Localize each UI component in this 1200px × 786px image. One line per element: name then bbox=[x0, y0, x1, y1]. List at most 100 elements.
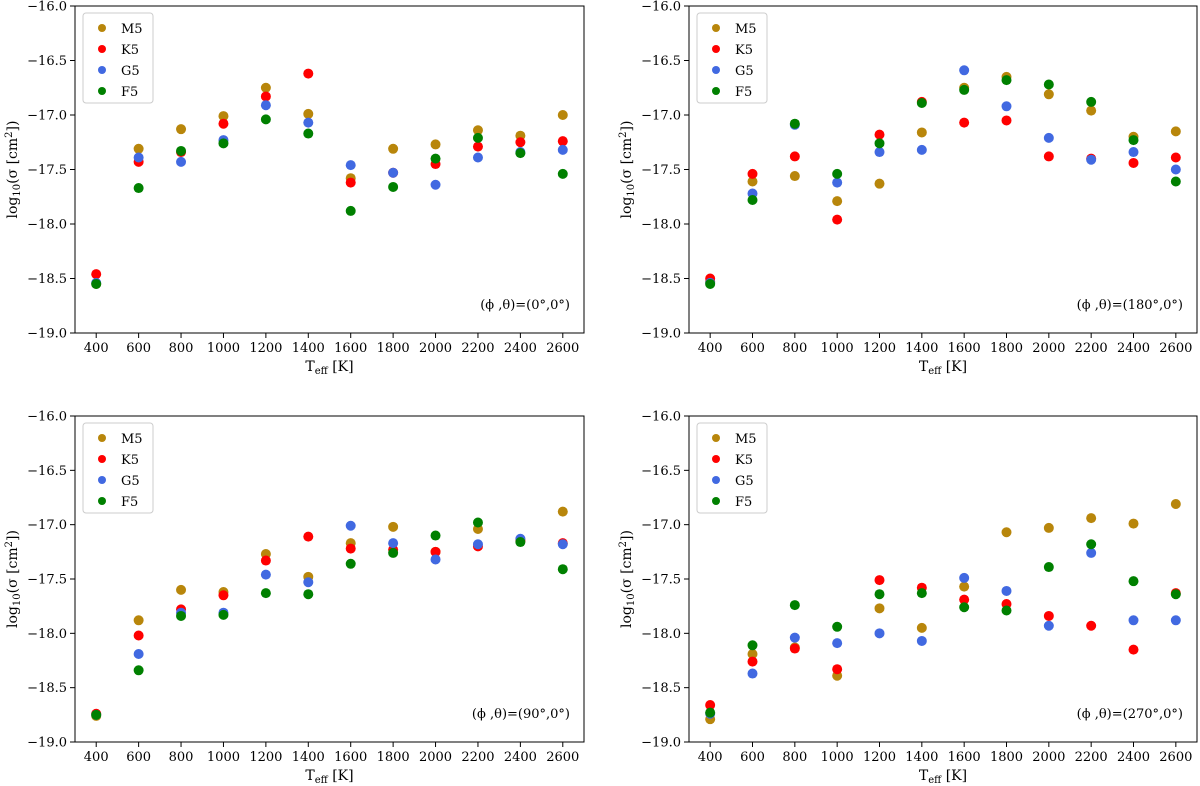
y-axis-label-exp: 2 bbox=[618, 541, 629, 547]
legend-marker-f5 bbox=[712, 497, 720, 505]
point-g5-600 bbox=[133, 152, 144, 163]
y-axis-label-close: ]) bbox=[619, 121, 635, 132]
x-axis-label-sub: eff bbox=[315, 366, 329, 377]
point-k5-2000 bbox=[1043, 610, 1054, 621]
point-m5-2000 bbox=[1043, 89, 1054, 100]
point-m5-2600 bbox=[1170, 126, 1181, 137]
y-axis-label-base: 10 bbox=[626, 184, 637, 197]
x-tick-label: 1000 bbox=[207, 341, 240, 356]
point-m5-1400 bbox=[303, 108, 314, 119]
point-f5-1800 bbox=[1001, 605, 1012, 616]
x-tick-label: 800 bbox=[782, 341, 807, 356]
point-f5-1800 bbox=[388, 181, 399, 192]
point-m5-2600 bbox=[1170, 499, 1181, 510]
point-m5-2600 bbox=[557, 110, 568, 120]
point-g5-800 bbox=[789, 632, 800, 643]
y-tick-label: −19.0 bbox=[27, 736, 67, 751]
x-tick-label: 2400 bbox=[504, 750, 537, 765]
x-tick-label: 2000 bbox=[1032, 750, 1065, 765]
x-axis-label-main: T bbox=[919, 359, 929, 375]
point-f5-400 bbox=[91, 278, 102, 289]
x-axis-label-unit: [K] bbox=[941, 768, 967, 784]
point-k5-600 bbox=[133, 630, 144, 641]
point-m5-1400 bbox=[916, 127, 927, 138]
y-tick-label: −17.0 bbox=[641, 109, 681, 124]
point-g5-1200 bbox=[260, 569, 271, 580]
point-m5-600 bbox=[747, 176, 758, 187]
y-axis-label-sigma: (σ [cm bbox=[619, 547, 635, 593]
point-f5-600 bbox=[747, 640, 758, 651]
x-tick-label: 600 bbox=[126, 341, 151, 356]
y-axis-label-log: log bbox=[5, 197, 21, 219]
point-k5-600 bbox=[747, 656, 758, 667]
point-f5-800 bbox=[789, 118, 800, 129]
angle-annotation: (ϕ ,θ)=(180°,0°) bbox=[1077, 298, 1183, 313]
point-f5-2400 bbox=[1128, 576, 1139, 587]
point-f5-400 bbox=[91, 709, 102, 720]
point-g5-2200 bbox=[1086, 547, 1097, 558]
x-axis-label: Teff [K] bbox=[305, 768, 353, 786]
x-axis-label-main: T bbox=[305, 359, 315, 375]
point-m5-1800 bbox=[1001, 527, 1012, 538]
point-g5-2200 bbox=[472, 539, 483, 550]
point-f5-2600 bbox=[557, 564, 568, 575]
point-k5-1200 bbox=[260, 91, 271, 102]
legend-marker-m5 bbox=[98, 434, 106, 442]
point-f5-2400 bbox=[1128, 135, 1139, 146]
panel-phi-180: 400 600 800 1000 1200 1400 1600 1800 2000 2200 240… bbox=[618, 0, 1198, 377]
y-tick-label: −19.0 bbox=[641, 736, 681, 751]
point-f5-1000 bbox=[832, 621, 843, 632]
x-axis-label-main: T bbox=[305, 768, 315, 784]
point-g5-1200 bbox=[874, 628, 885, 639]
point-k5-1200 bbox=[260, 555, 271, 566]
y-tick-label: −16.0 bbox=[641, 410, 681, 425]
legend-marker-g5 bbox=[712, 66, 720, 74]
point-g5-800 bbox=[176, 156, 187, 167]
y-tick-label: −17.0 bbox=[27, 518, 67, 533]
legend-marker-k5 bbox=[712, 455, 720, 463]
x-axis-label: Teff [K] bbox=[305, 359, 353, 377]
legend-marker-k5 bbox=[712, 45, 720, 53]
y-tick-label: −17.5 bbox=[27, 573, 67, 588]
x-tick-label: 1400 bbox=[905, 750, 938, 765]
y-axis-label-exp: 2 bbox=[4, 541, 15, 547]
point-k5-1000 bbox=[218, 590, 229, 601]
x-axis-label-sub: eff bbox=[928, 366, 942, 377]
x-tick-label: 800 bbox=[169, 750, 194, 765]
point-g5-1000 bbox=[832, 177, 843, 188]
data-points bbox=[91, 68, 568, 289]
legend-label-g5: G5 bbox=[121, 474, 140, 489]
point-k5-2600 bbox=[557, 136, 568, 147]
point-f5-1200 bbox=[874, 589, 885, 600]
panel-phi-0: 400 600 800 1000 1200 1400 1600 1800 2000 2200 240… bbox=[4, 0, 585, 377]
legend-box bbox=[82, 12, 154, 104]
x-tick-label: 1200 bbox=[249, 341, 282, 356]
point-m5-2600 bbox=[557, 506, 568, 517]
point-g5-1800 bbox=[1001, 585, 1012, 596]
point-g5-1400 bbox=[916, 635, 927, 646]
point-f5-1400 bbox=[303, 128, 314, 139]
y-tick-label: −18.5 bbox=[641, 272, 681, 287]
x-tick-label: 1200 bbox=[249, 750, 282, 765]
point-f5-2600 bbox=[1170, 176, 1181, 187]
y-tick-label: −18.5 bbox=[641, 681, 681, 696]
point-f5-800 bbox=[789, 600, 800, 611]
legend-box bbox=[696, 422, 768, 514]
point-k5-1200 bbox=[874, 129, 885, 140]
y-tick-label: −18.0 bbox=[27, 627, 67, 642]
point-f5-2000 bbox=[1043, 79, 1054, 90]
point-g5-2600 bbox=[1170, 164, 1181, 175]
legend-marker-k5 bbox=[98, 45, 106, 53]
point-f5-2400 bbox=[515, 148, 526, 159]
point-m5-600 bbox=[133, 143, 144, 154]
point-m5-2200 bbox=[1086, 105, 1097, 116]
x-tick-label: 2200 bbox=[461, 341, 494, 356]
x-tick-label: 600 bbox=[126, 750, 151, 765]
point-k5-2200 bbox=[472, 141, 483, 152]
point-k5-800 bbox=[789, 151, 800, 162]
x-tick-label: 1000 bbox=[821, 750, 854, 765]
x-axis-label-unit: [K] bbox=[328, 359, 354, 375]
y-axis-label-exp: 2 bbox=[4, 131, 15, 137]
y-tick-label: −17.0 bbox=[27, 109, 67, 124]
point-m5-800 bbox=[176, 124, 187, 135]
